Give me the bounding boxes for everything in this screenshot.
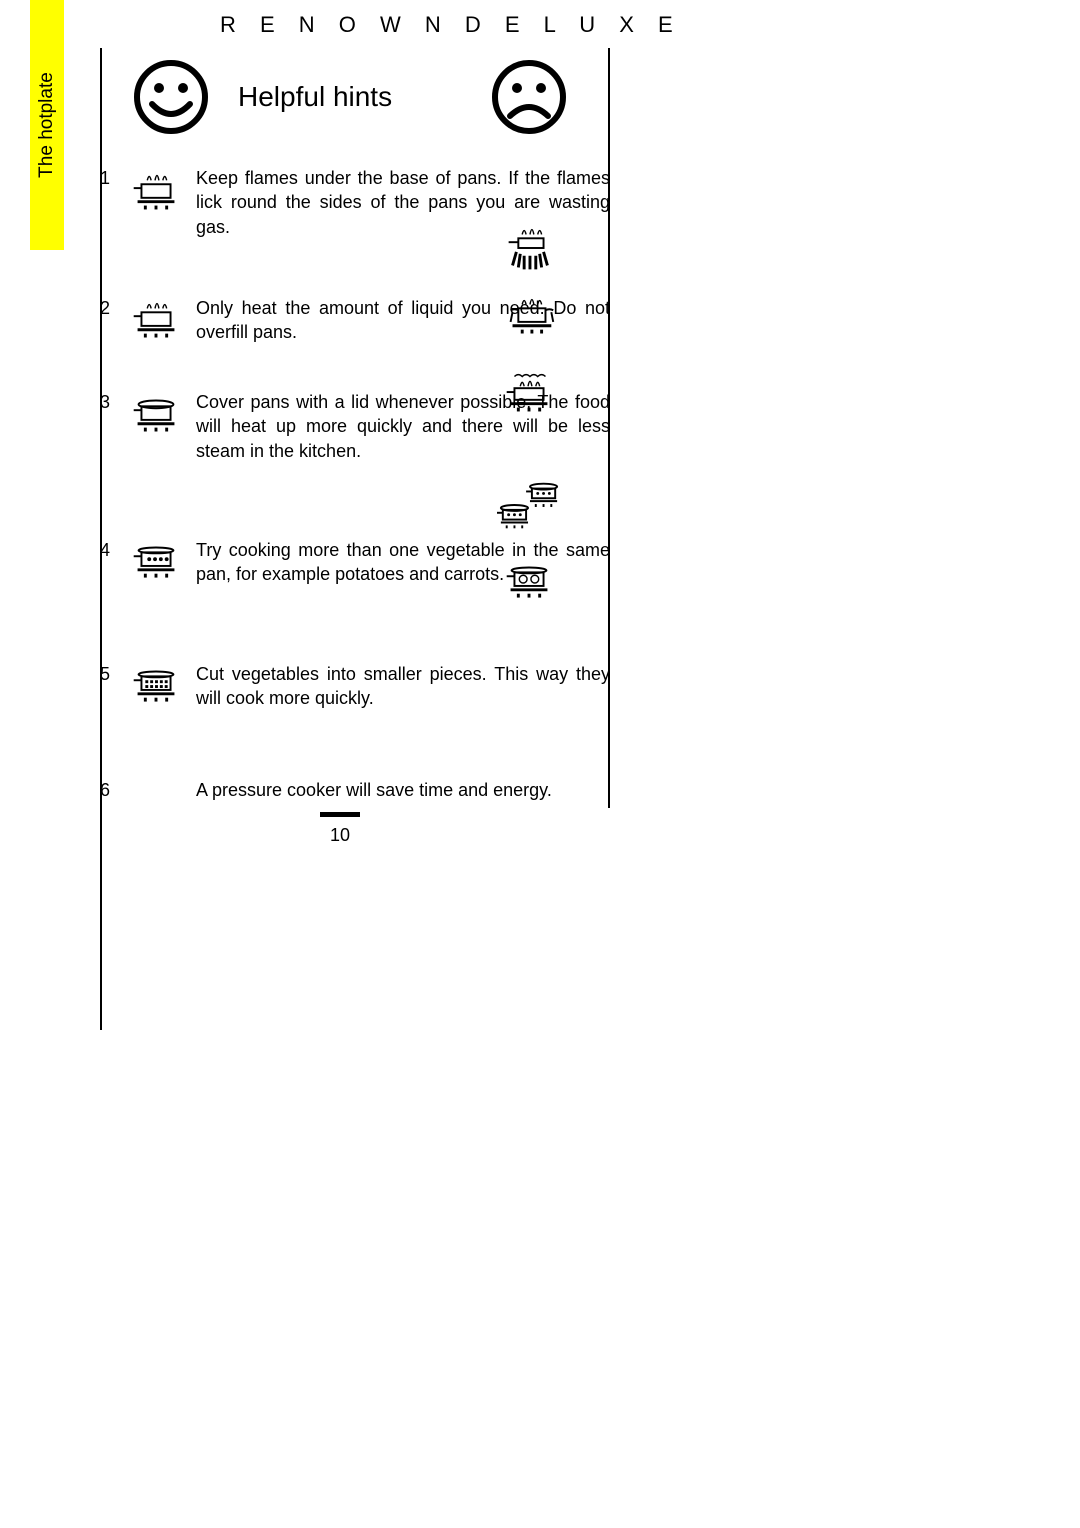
page-number: 10 <box>330 825 350 846</box>
pot-icon <box>116 392 196 440</box>
sad-face-icon <box>450 58 608 136</box>
pot-icon <box>116 540 196 588</box>
pot-bad-icon <box>450 224 608 272</box>
hint-number: 1 <box>100 168 116 189</box>
pot-icon <box>116 168 196 216</box>
hint-number: 4 <box>100 540 116 561</box>
smile-face-icon <box>132 58 210 136</box>
pot-bad-icon <box>450 482 608 530</box>
hint-number: 2 <box>100 298 116 319</box>
header-title: R E N O W N D E L U X E <box>220 12 682 38</box>
pot-icon <box>116 298 196 346</box>
hint-number: 6 <box>100 780 116 801</box>
page-number-wrap: 10 <box>320 812 360 846</box>
pot-bad-icon <box>450 294 608 342</box>
hint-number: 3 <box>100 392 116 413</box>
pot-bad-icon <box>450 560 608 608</box>
page-number-bar <box>320 812 360 817</box>
pot-icon <box>116 664 196 712</box>
hint-number: 5 <box>100 664 116 685</box>
side-tab-label: The hotplate <box>36 72 58 178</box>
right-column <box>450 48 610 808</box>
pot-bad-icon <box>450 370 608 418</box>
section-title: Helpful hints <box>238 81 392 113</box>
right-icons-list <box>450 166 608 816</box>
side-tab: The hotplate <box>30 0 64 250</box>
